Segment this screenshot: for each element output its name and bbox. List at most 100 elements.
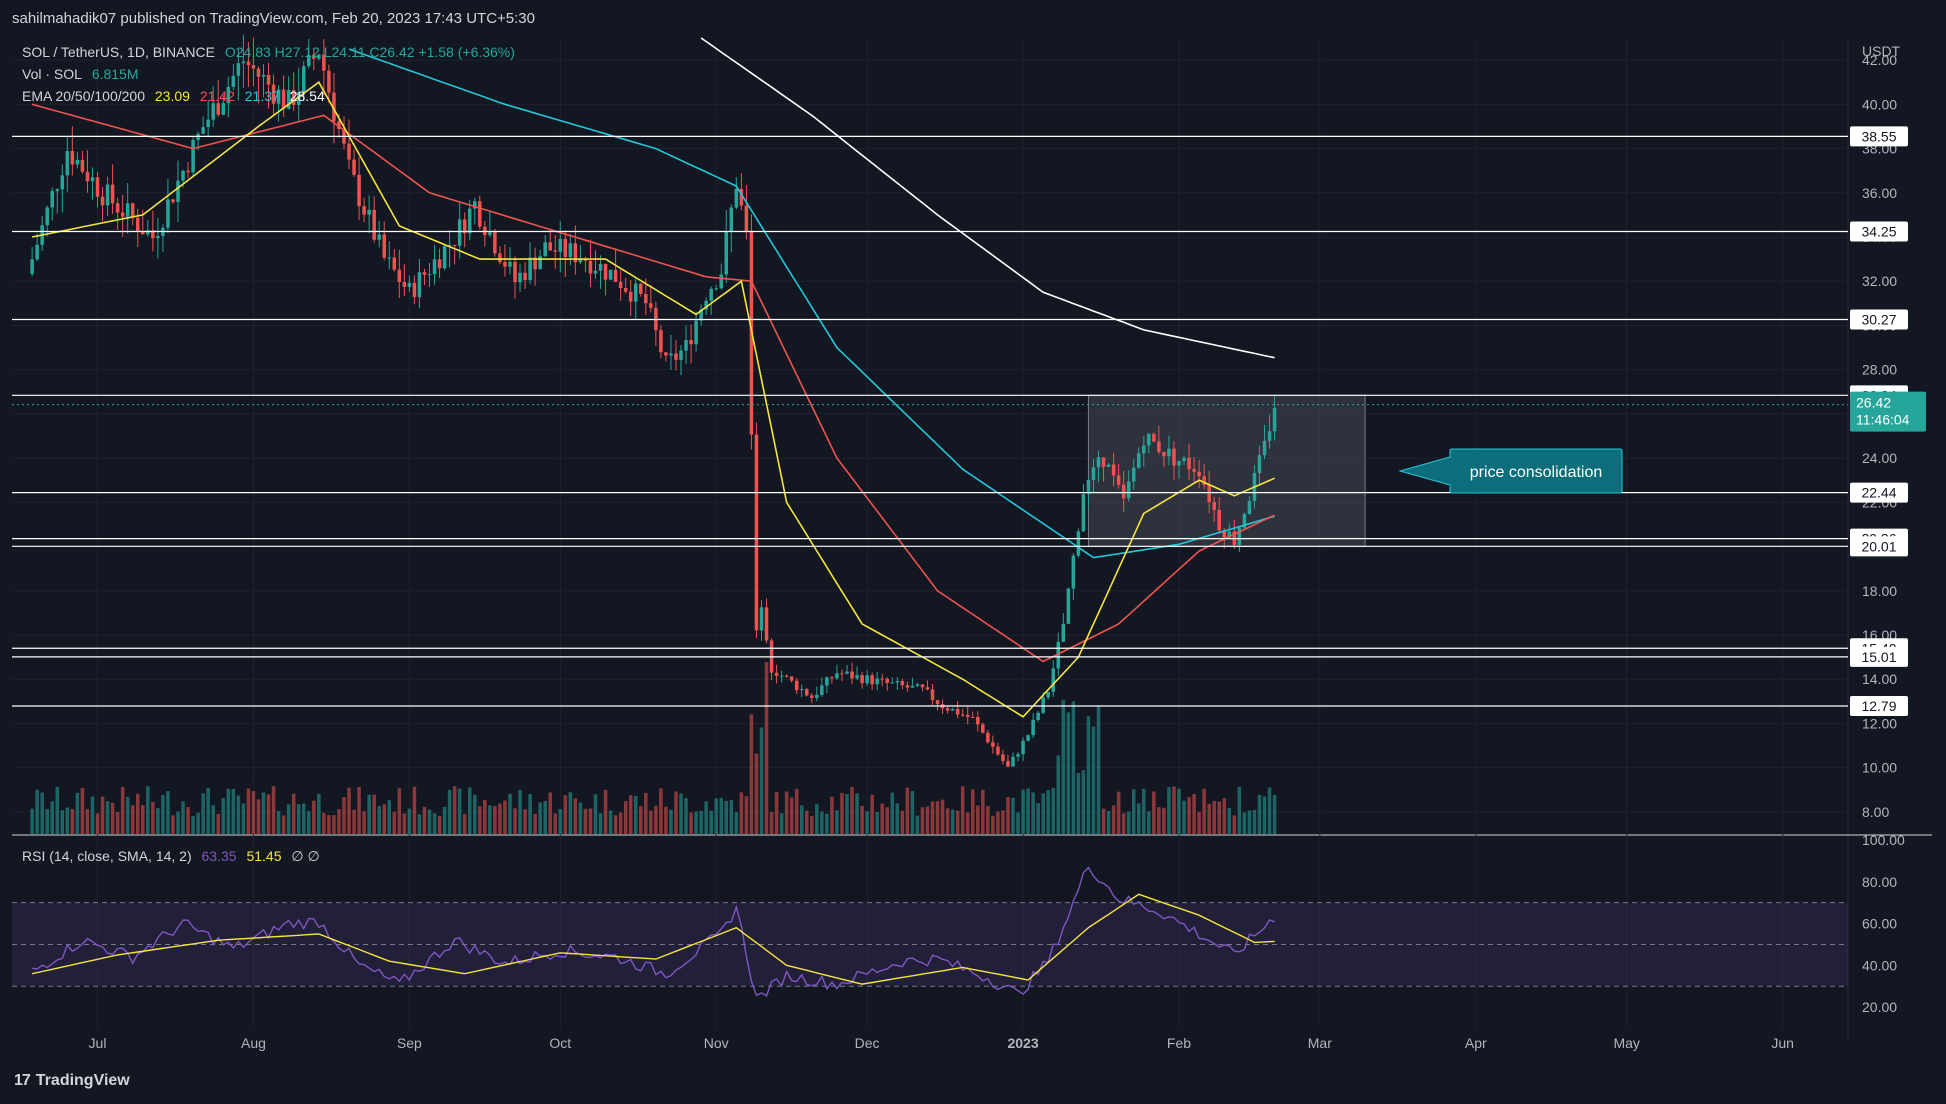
candle-body <box>588 260 593 274</box>
candle-body <box>623 287 628 292</box>
candle-body <box>130 203 135 218</box>
volume-bar <box>1202 788 1206 834</box>
candle-body <box>996 746 1000 755</box>
candle-body <box>1001 754 1005 761</box>
candle-body <box>1041 697 1045 713</box>
volume-bar <box>976 805 980 834</box>
candle-body <box>513 261 517 283</box>
candle-body <box>1111 464 1116 476</box>
candle-body <box>613 269 618 282</box>
candle-body <box>523 272 527 281</box>
volume-bar <box>940 799 945 834</box>
candle-body <box>563 238 568 257</box>
volume-bar <box>35 789 39 834</box>
candle-body <box>704 300 708 310</box>
price-consolidation-callout[interactable] <box>1398 448 1623 494</box>
candle-body <box>1021 740 1025 755</box>
volume-bar <box>1021 789 1025 834</box>
candle-body <box>146 230 150 235</box>
volume-bar <box>623 801 628 834</box>
volume-bar <box>754 753 759 834</box>
volume-bar <box>1227 807 1232 834</box>
volume-bar <box>352 809 356 834</box>
legend-ema50-value: 21.42 <box>199 88 235 104</box>
time-axis-tick: 2023 <box>1007 1035 1038 1051</box>
volume-bar <box>427 809 432 834</box>
candle-body <box>724 231 729 275</box>
candle-body <box>1096 457 1101 468</box>
volume-bar <box>1011 797 1015 834</box>
candle-body <box>573 243 578 263</box>
volume-bar <box>75 792 80 834</box>
publisher-line: sahilmahadik07 published on TradingView.… <box>12 10 535 27</box>
candle-body <box>80 159 85 172</box>
candle-body <box>598 263 603 271</box>
volume-bar <box>457 788 462 834</box>
volume-bar <box>226 788 231 834</box>
candle-body <box>1162 451 1166 457</box>
candle-body <box>1222 530 1227 538</box>
volume-bar <box>206 788 210 834</box>
volume-bar <box>996 811 1000 834</box>
candle-body <box>452 244 457 246</box>
legend-symbol: SOL / TetherUS, 1D, BINANCE <box>22 44 215 60</box>
candle-body <box>1101 457 1106 467</box>
volume-bar <box>372 794 376 834</box>
ema20-line <box>31 81 1275 718</box>
candle-body <box>820 685 824 695</box>
volume-bar <box>603 789 608 834</box>
candle-body <box>1031 719 1035 736</box>
volume-bar <box>70 809 75 834</box>
volume-bar <box>120 786 125 834</box>
time-axis-tick: Jul <box>89 1035 107 1051</box>
price-level-badge-label: 30.27 <box>1861 311 1896 327</box>
volume-bar <box>674 791 678 834</box>
volume-bar <box>1006 797 1010 834</box>
time-axis-tick: May <box>1613 1035 1639 1051</box>
candle-body <box>35 244 39 260</box>
tradingview-logo-text: TradingView <box>35 1072 130 1089</box>
candle-body <box>719 274 724 289</box>
candle-body <box>1121 484 1126 499</box>
candle-body <box>789 676 794 681</box>
volume-bar <box>749 714 754 834</box>
price-axis-tick: 32.00 <box>1862 273 1897 289</box>
volume-bar <box>367 794 371 834</box>
candle-body <box>759 607 764 631</box>
volume-bar <box>880 803 884 834</box>
volume-bar <box>166 791 170 834</box>
candle-body <box>105 184 110 206</box>
volume-bar <box>654 805 658 834</box>
candle-body <box>50 191 55 208</box>
volume-bar <box>1212 800 1216 834</box>
volume-bar <box>452 786 457 834</box>
volume-bar <box>810 815 814 834</box>
volume-bar <box>1041 793 1045 834</box>
candle-body <box>1182 457 1186 462</box>
volume-bar <box>970 789 975 834</box>
candle-body <box>1177 461 1181 466</box>
volume-bar <box>1031 792 1035 834</box>
volume-bar <box>296 804 301 834</box>
volume-bar <box>769 811 774 834</box>
volume-bar <box>60 810 65 834</box>
volume-bar <box>618 812 623 834</box>
price-axis-tick: 14.00 <box>1862 671 1897 687</box>
volume-bar <box>397 788 402 834</box>
candle-body <box>1051 668 1055 692</box>
volume-bar <box>1086 716 1091 834</box>
candle-body <box>332 92 336 122</box>
consolidation-box[interactable] <box>1087 394 1366 548</box>
volume-bar <box>1182 800 1186 834</box>
candle-body <box>296 92 301 106</box>
candle-body <box>261 74 266 77</box>
candle-body <box>1197 471 1201 477</box>
volume-bar <box>1001 810 1005 834</box>
candle-body <box>156 235 160 239</box>
volume-bar <box>1131 789 1136 834</box>
volume-bar <box>986 806 990 834</box>
chart-canvas[interactable]: 8.0010.0012.0014.0016.0018.0020.0022.002… <box>0 0 1946 1062</box>
tradingview-logo[interactable]: 17 TradingView <box>14 1072 130 1090</box>
volume-bar <box>649 810 653 834</box>
volume-bar <box>156 808 160 834</box>
